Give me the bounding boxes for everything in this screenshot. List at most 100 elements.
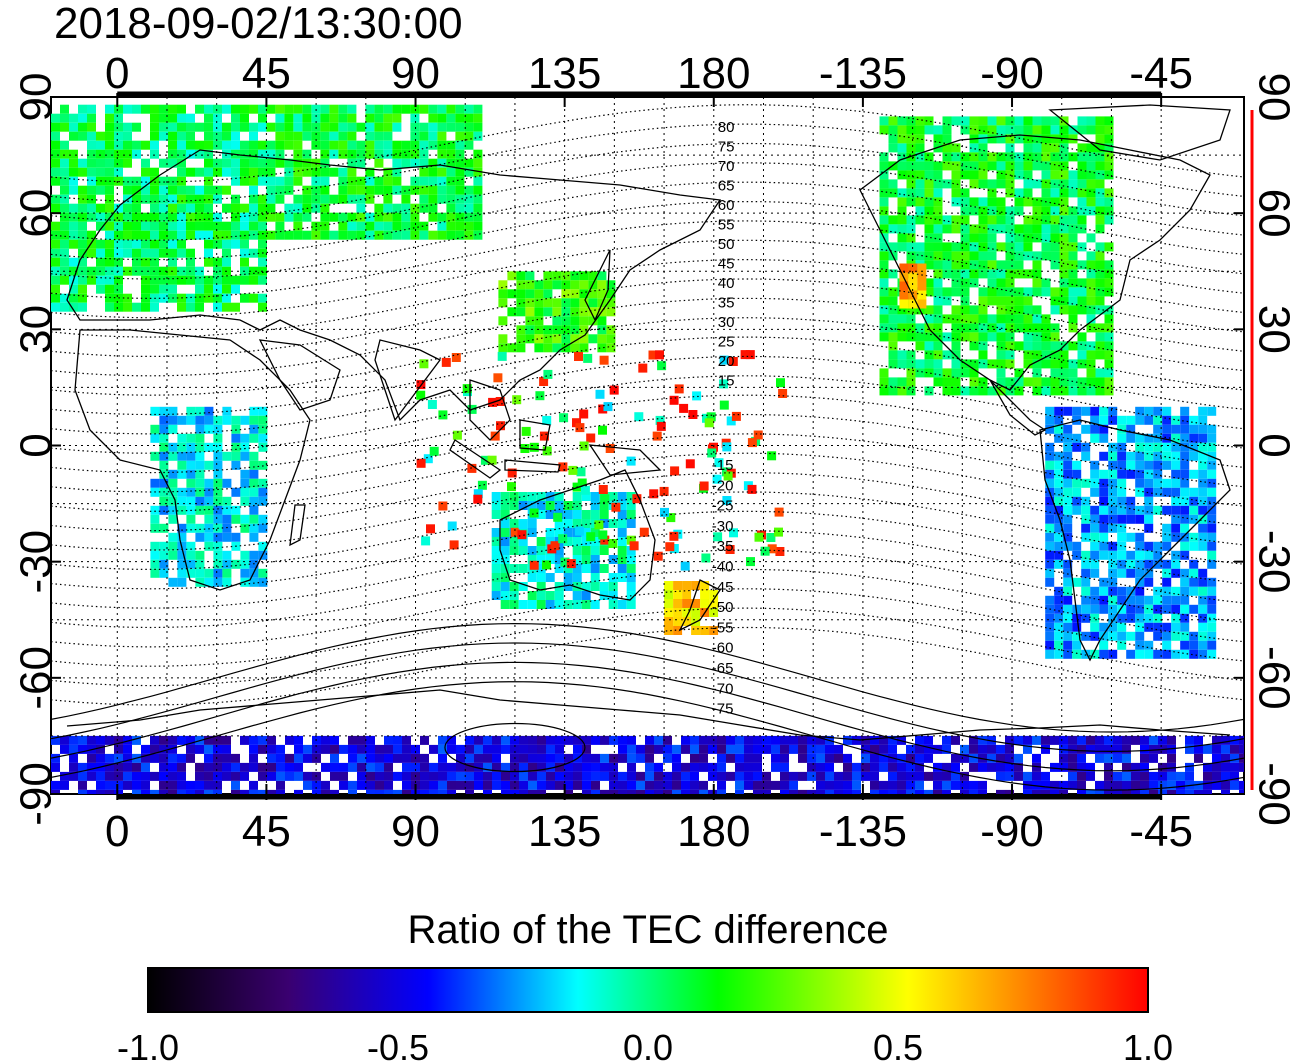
tec-cell [348,735,357,745]
tec-cell [258,744,267,754]
tec-cell [1135,622,1145,632]
tec-cell [933,134,943,144]
tec-cell [177,104,186,114]
tec-cell [951,116,961,126]
tec-cell [933,771,942,781]
tec-cell [474,744,483,754]
tec-cell [374,212,384,222]
tec-cell [552,298,562,308]
tec-cell [329,122,339,132]
contour-label: 60 [718,197,735,214]
tec-cell [114,239,123,249]
tec-cell [204,514,214,524]
tec-cell [581,546,591,555]
tec-cell [1054,460,1064,470]
tec-cell [168,176,177,186]
tec-cell [572,510,582,519]
tec-cell [1207,478,1217,488]
tec-cell [284,230,294,240]
tec-cell [609,780,618,790]
tec-cell [150,185,159,195]
tec-cell [1041,242,1051,252]
tec-cell [1095,350,1105,360]
tec-cell [618,789,627,794]
tec-cell [1068,152,1078,162]
tec-cell [1032,233,1042,243]
tec-cell [1176,789,1185,794]
tec-cell [1095,179,1105,189]
tec-cell [987,359,997,369]
tec-cell [1207,406,1217,416]
tec-cell [392,221,402,231]
tec-cell [816,744,825,754]
tec-cell [51,239,60,249]
tec-cell [573,780,582,790]
tec-cell [1144,613,1154,623]
tec-cell [428,104,438,114]
tec-cell [1171,478,1181,488]
tec-cell [168,496,178,506]
tec-cell [1095,251,1105,261]
tec-cell [735,780,744,790]
tec-cell [852,735,861,745]
tec-cell [464,131,474,141]
tec-cell [141,158,150,168]
tec-cell [1050,780,1059,790]
tec-cell [897,323,907,333]
tec-cell [375,771,384,781]
tec-cell [566,559,576,569]
tec-cell [1149,789,1158,794]
tec-cell [51,122,60,132]
tec-cell [1005,341,1015,351]
tec-cell [51,266,60,276]
tec-cell [473,131,483,141]
tec-cell [1135,532,1145,542]
tec-cell [1068,762,1077,772]
tec-cell [1068,179,1078,189]
tec-cell [1144,523,1154,533]
tec-cell [1162,604,1172,614]
tec-cell [1171,604,1181,614]
tec-cell [527,600,537,609]
tec-cell [1054,487,1064,497]
tec-cell [735,789,744,794]
tec-cell [195,275,204,285]
tec-cell [1005,278,1015,288]
tec-cell [87,789,96,794]
tec-cell [105,735,114,745]
tec-cell [284,122,294,132]
tec-cell [249,194,258,204]
tec-cell [608,582,618,591]
tec-cell [60,176,69,186]
tec-cell [186,185,195,195]
tec-cell [1122,771,1131,781]
tec-cell [141,275,150,285]
tec-cell [338,113,348,123]
tec-cell [509,600,519,609]
tec-cell [1077,771,1086,781]
tec-cell [753,744,762,754]
tec-cell [762,780,771,790]
tec-cell [1023,332,1033,342]
tec-cell [879,278,889,288]
tec-cell [69,744,78,754]
tec-cell [401,194,411,204]
tec-cell [168,131,177,141]
tec-cell [204,248,213,258]
tec-cell [213,415,223,425]
tec-cell [978,116,988,126]
tec-cell [491,573,501,582]
tec-cell [617,501,627,510]
tec-cell [978,789,987,794]
tec-cell [780,753,789,763]
tec-cell [518,537,528,546]
tec-cell [942,368,952,378]
tec-cell [266,158,276,168]
tec-cell [1090,586,1100,596]
tec-cell [1095,305,1105,315]
tec-cell [588,298,598,308]
tec-cell [105,239,114,249]
tec-cell [1068,242,1078,252]
tec-cell [579,307,589,317]
tec-cell [537,735,546,745]
